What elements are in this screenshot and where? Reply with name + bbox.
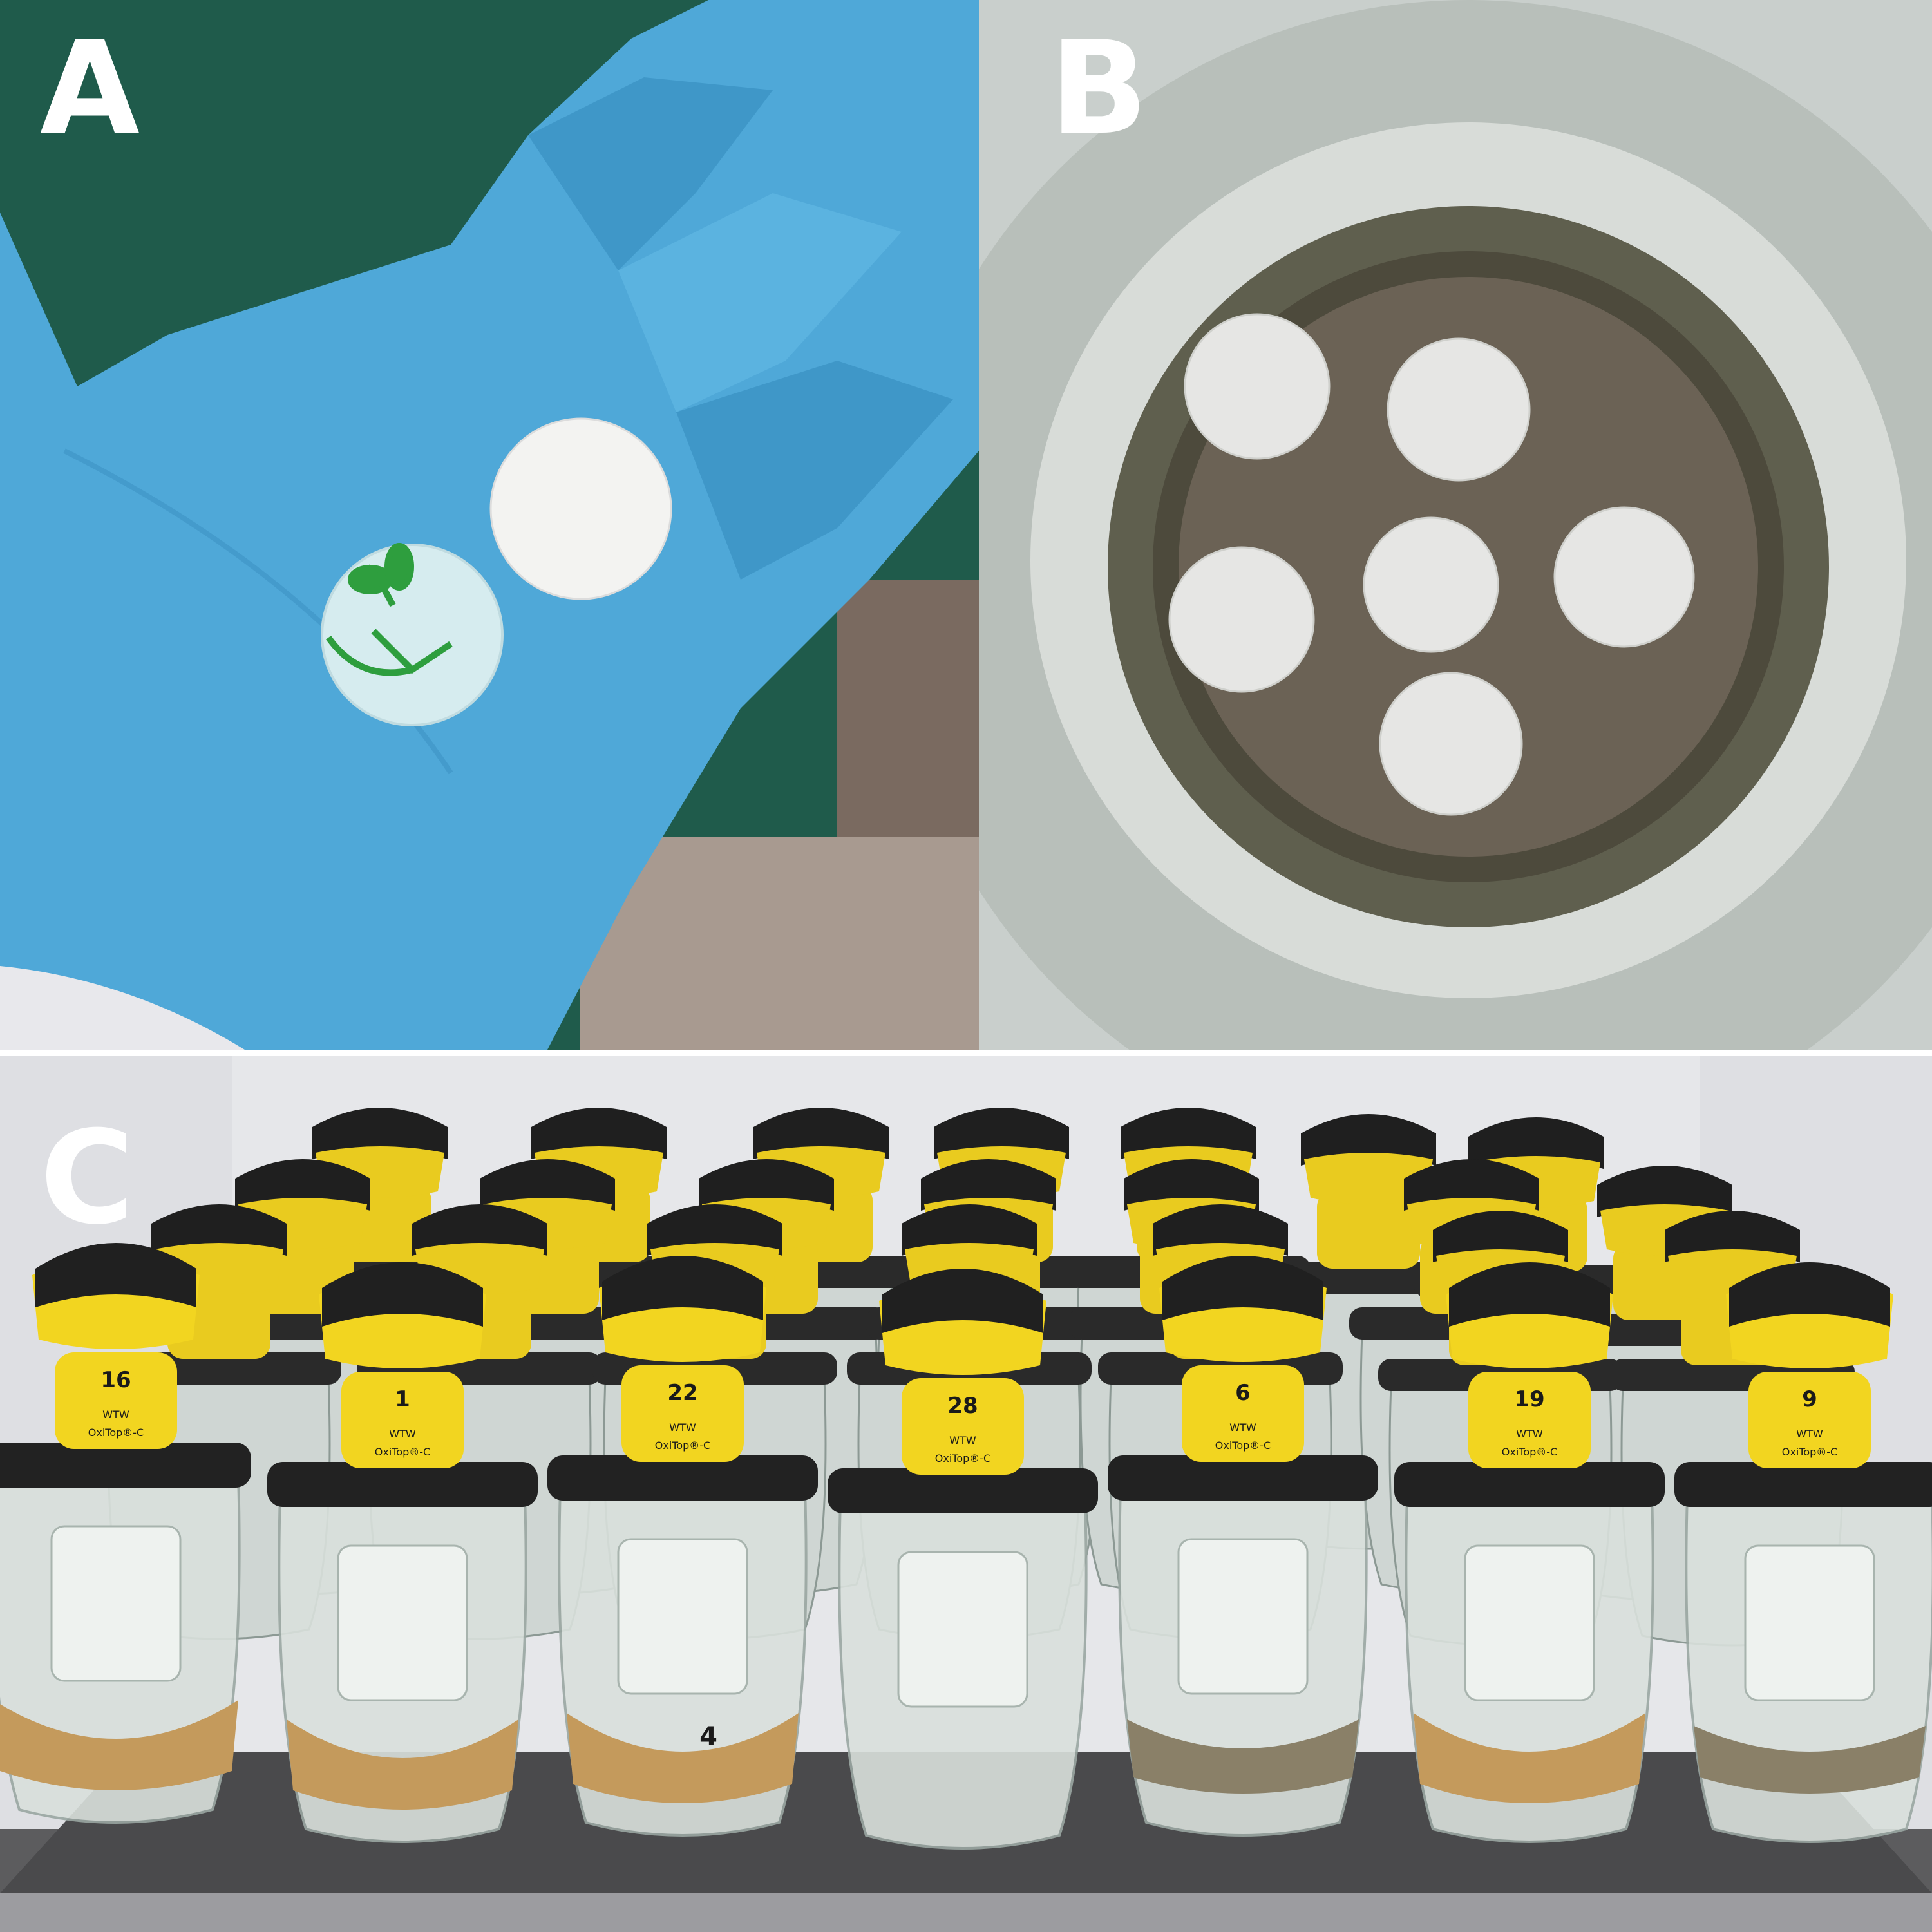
jar-marking: 4 xyxy=(699,1722,717,1752)
model-name: OxiTop®-C xyxy=(375,1446,430,1458)
jar-label-22: 22 xyxy=(667,1380,697,1406)
jar-label-6: 6 xyxy=(1235,1380,1251,1406)
front-row-jars xyxy=(0,1242,1932,1850)
jar-label-19: 19 xyxy=(1514,1387,1544,1412)
seedling-icon xyxy=(325,543,453,676)
model-name: OxiTop®-C xyxy=(1215,1439,1271,1452)
model-name: OxiTop®-C xyxy=(655,1439,710,1452)
jar-9 xyxy=(1673,1261,1932,1843)
panel-c-photo: 16 1 22 28 6 19 9 WTW OxiTop®-C WTW OxiT… xyxy=(0,1056,1932,1932)
model-name: OxiTop®-C xyxy=(1782,1446,1837,1458)
disc-3 xyxy=(1168,546,1315,693)
sample-discs xyxy=(1168,313,1695,816)
panel-letter-b: B xyxy=(1050,14,1148,164)
panel-b: B xyxy=(979,0,1932,1050)
panel-b-photo xyxy=(979,0,1932,1050)
brand-wtw: WTW xyxy=(669,1421,696,1434)
jar-label-1: 1 xyxy=(395,1387,410,1412)
panel-letter-a: A xyxy=(40,14,140,164)
brand-wtw: WTW xyxy=(1796,1428,1823,1440)
jar-label-28: 28 xyxy=(947,1393,978,1419)
disc-4 xyxy=(1363,516,1499,653)
jar-16 xyxy=(0,1242,252,1824)
model-name: OxiTop®-C xyxy=(935,1452,990,1464)
disc-5 xyxy=(1553,506,1695,648)
jar-6 xyxy=(1106,1255,1379,1837)
panel-a-photo xyxy=(0,0,979,1050)
jar-22 xyxy=(546,1255,819,1837)
panel-a: A xyxy=(0,0,979,1050)
panel-letter-c: C xyxy=(40,1103,135,1253)
jar-label-9: 9 xyxy=(1802,1387,1817,1412)
disc-6 xyxy=(1379,672,1523,816)
brand-wtw: WTW xyxy=(389,1428,416,1440)
jar-label-16: 16 xyxy=(100,1367,131,1393)
paper-disc xyxy=(489,417,672,600)
jar-19 xyxy=(1393,1261,1666,1843)
panel-c: 16 1 22 28 6 19 9 WTW OxiTop®-C WTW OxiT… xyxy=(0,1056,1932,1932)
model-name: OxiTop®-C xyxy=(1502,1446,1557,1458)
disc-1 xyxy=(1184,313,1331,460)
disc-2 xyxy=(1387,337,1531,482)
brand-wtw: WTW xyxy=(1229,1421,1256,1434)
brand-wtw: WTW xyxy=(102,1408,129,1421)
brand-wtw: WTW xyxy=(1516,1428,1543,1440)
model-name: OxiTop®-C xyxy=(88,1426,144,1439)
brand-wtw: WTW xyxy=(949,1434,976,1446)
jar-1 xyxy=(266,1261,539,1843)
